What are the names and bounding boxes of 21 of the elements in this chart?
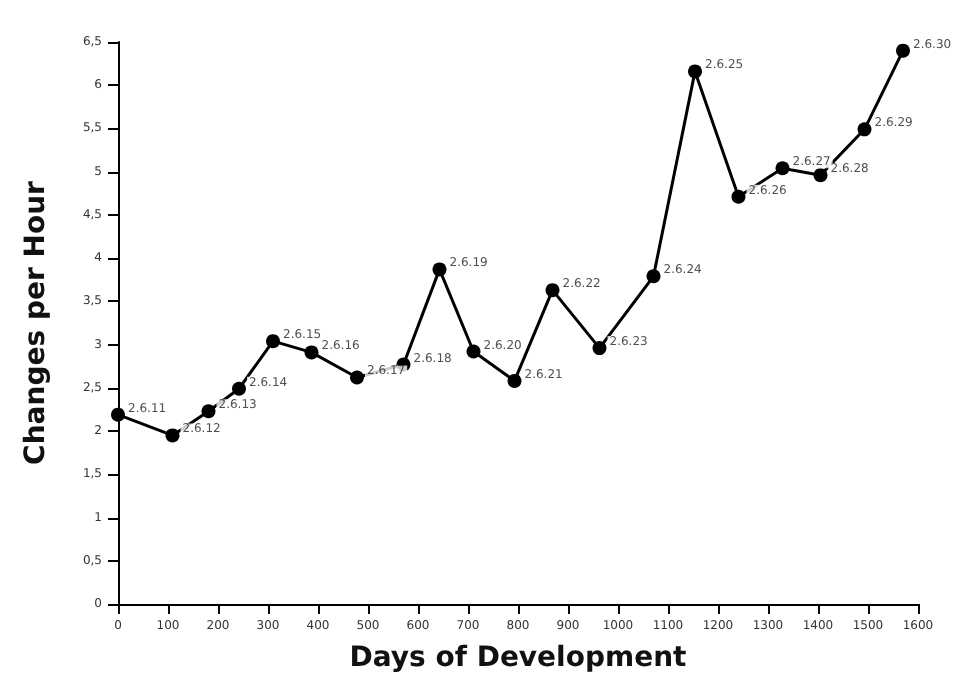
point (688, 64, 702, 79)
point (507, 373, 522, 388)
point (266, 334, 280, 349)
point (165, 428, 180, 443)
point (232, 381, 246, 396)
y-axis-title: Changes per Hour (20, 180, 52, 465)
point (775, 161, 790, 176)
point (646, 269, 661, 284)
point (466, 344, 481, 359)
point (111, 407, 125, 422)
point (857, 122, 872, 137)
point (350, 370, 364, 385)
point (545, 283, 560, 298)
point (432, 262, 447, 277)
point (896, 43, 910, 58)
x-axis-title: Days of Development (349, 642, 688, 674)
point (201, 404, 216, 419)
point (731, 189, 746, 204)
point (304, 345, 319, 360)
point (592, 341, 607, 356)
point (813, 168, 828, 183)
